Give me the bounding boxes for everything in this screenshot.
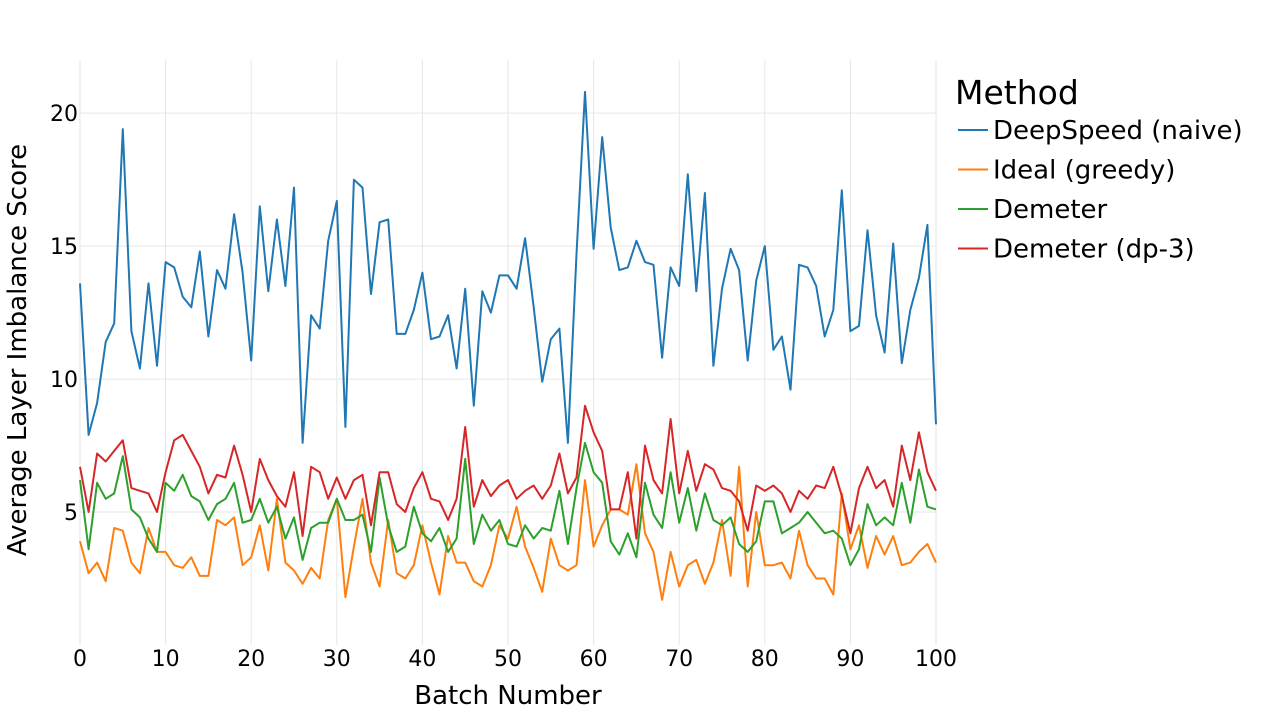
x-tick-label: 0 — [73, 647, 87, 672]
series-line — [79, 441, 937, 567]
legend-label: Ideal (greedy) — [993, 156, 1175, 186]
y-tick-label: 5 — [64, 501, 78, 526]
series-line — [79, 404, 937, 540]
x-tick-label: 70 — [665, 647, 693, 672]
x-tick-label: 90 — [836, 647, 864, 672]
y-axis-ticks: 5 10 15 20 — [50, 102, 78, 526]
x-tick-label: 80 — [751, 647, 779, 672]
x-axis-ticks: 0 10 20 30 40 50 60 70 80 90 100 — [73, 647, 957, 672]
y-tick-label: 20 — [50, 102, 78, 127]
legend-title: Method — [955, 73, 1079, 112]
x-tick-label: 100 — [915, 647, 957, 672]
legend-items: DeepSpeed (naive) Ideal (greedy) Demeter De… — [958, 116, 1243, 265]
series-line — [79, 463, 937, 601]
x-tick-label: 60 — [580, 647, 608, 672]
y-axis-title: Average Layer Imbalance Score — [3, 144, 33, 556]
x-tick-label: 50 — [494, 647, 522, 672]
x-tick-label: 40 — [408, 647, 436, 672]
legend-label: DeepSpeed (naive) — [993, 116, 1243, 146]
x-tick-label: 30 — [323, 647, 351, 672]
y-tick-label: 10 — [50, 368, 78, 393]
y-tick-label: 15 — [50, 235, 78, 260]
series-lines — [79, 90, 937, 601]
series-line — [79, 90, 937, 444]
x-axis-title: Batch Number — [414, 681, 602, 711]
legend: Method DeepSpeed (naive)Ideal (greedy)De… — [955, 73, 1243, 265]
x-tick-label: 20 — [237, 647, 265, 672]
x-tick-label: 10 — [152, 647, 180, 672]
gridlines — [79, 60, 937, 645]
legend-label: Demeter — [993, 195, 1108, 225]
legend-label: Demeter (dp-3) — [993, 235, 1195, 265]
